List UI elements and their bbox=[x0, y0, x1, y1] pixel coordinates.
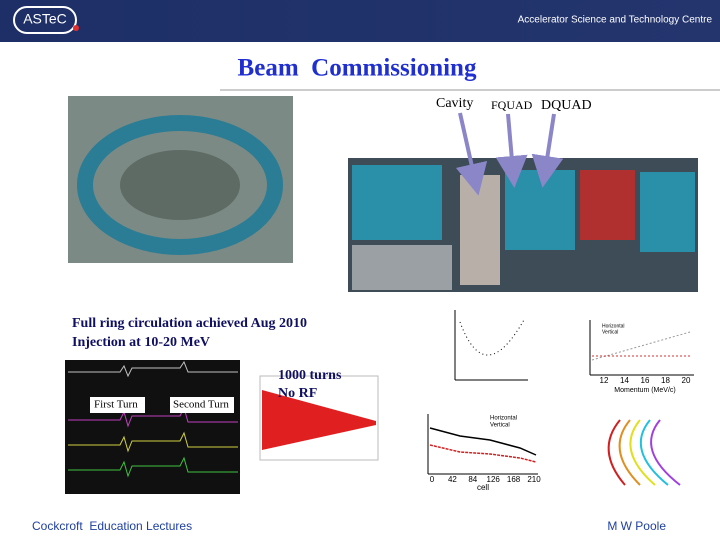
legend-entry: Vertical bbox=[602, 329, 618, 335]
photo-label: DQUAD bbox=[541, 98, 592, 113]
x-tick-label: 18 bbox=[661, 376, 670, 385]
logo-ring bbox=[13, 6, 77, 34]
legend-entry: Horizontal bbox=[490, 416, 517, 422]
x-tick-label: 20 bbox=[682, 376, 691, 385]
plot-curve bbox=[607, 419, 626, 486]
scope-trace bbox=[68, 456, 238, 478]
scope-image bbox=[65, 360, 240, 494]
note: Full ring circulation achieved Aug 2010 bbox=[72, 316, 307, 331]
label-box bbox=[170, 397, 234, 413]
scope-trace bbox=[68, 360, 238, 378]
axis-label: Momentum (MeV/c) bbox=[614, 387, 675, 394]
tune-plot bbox=[400, 410, 541, 490]
ring-photo-detail bbox=[120, 150, 240, 220]
photo-label: FQUAD bbox=[491, 98, 533, 112]
plot-curve bbox=[618, 419, 641, 486]
decay-note: 1000 turns bbox=[278, 368, 342, 383]
magnet-photo-detail bbox=[580, 170, 635, 240]
arrow bbox=[455, 112, 488, 196]
magnet-photo-detail bbox=[640, 172, 695, 252]
logo: ASTeC bbox=[23, 11, 67, 27]
period-plot bbox=[420, 306, 530, 385]
photo-label: Cavity bbox=[436, 96, 473, 111]
plot-curve bbox=[650, 419, 681, 486]
magnet-photo-detail bbox=[460, 175, 500, 285]
plot-curve bbox=[639, 419, 669, 486]
x-tick-label: 14 bbox=[620, 376, 629, 385]
x-tick-label: 12 bbox=[600, 376, 609, 385]
decay-note: No RF bbox=[278, 386, 317, 401]
ring-photo-detail bbox=[77, 115, 283, 255]
logo-dot bbox=[73, 25, 79, 31]
decay-envelope bbox=[262, 390, 376, 450]
scope-label: First Turn bbox=[94, 399, 138, 411]
organisation: Accelerator Science and Technology Centr… bbox=[518, 15, 713, 26]
plot-curve bbox=[429, 444, 537, 463]
x-tick-label: 0 bbox=[430, 475, 435, 484]
arrow bbox=[495, 113, 528, 188]
title: Beam Commissioning bbox=[238, 55, 477, 82]
x-tick-label: 168 bbox=[507, 475, 521, 484]
note: Injection at 10-20 MeV bbox=[72, 335, 210, 350]
scope-trace bbox=[68, 431, 238, 453]
footer-right: M W Poole bbox=[607, 519, 666, 533]
legend-entry: Vertical bbox=[490, 423, 510, 429]
position-plot bbox=[556, 316, 696, 385]
footer-left: Cockcroft Education Lectures bbox=[32, 519, 192, 533]
magnet-photo-detail bbox=[352, 245, 452, 290]
scope-label: Second Turn bbox=[173, 399, 229, 411]
x-tick-label: 84 bbox=[468, 475, 477, 484]
legend-entry: Horizontal bbox=[602, 323, 625, 329]
scope-trace bbox=[68, 406, 238, 428]
magnet-photo-detail bbox=[352, 165, 442, 240]
x-tick-label: 42 bbox=[448, 475, 457, 484]
magnet-photo-detail bbox=[505, 170, 575, 250]
plot-curve bbox=[429, 427, 537, 456]
x-tick-label: 126 bbox=[487, 475, 501, 484]
axis-label: cell bbox=[477, 483, 489, 492]
plot-curve bbox=[591, 331, 691, 361]
x-tick-label: 16 bbox=[641, 376, 650, 385]
plot-curve bbox=[629, 419, 656, 486]
header-band bbox=[0, 0, 720, 42]
label-box bbox=[90, 397, 145, 413]
x-tick-label: 210 bbox=[527, 475, 541, 484]
arrow bbox=[531, 113, 564, 188]
